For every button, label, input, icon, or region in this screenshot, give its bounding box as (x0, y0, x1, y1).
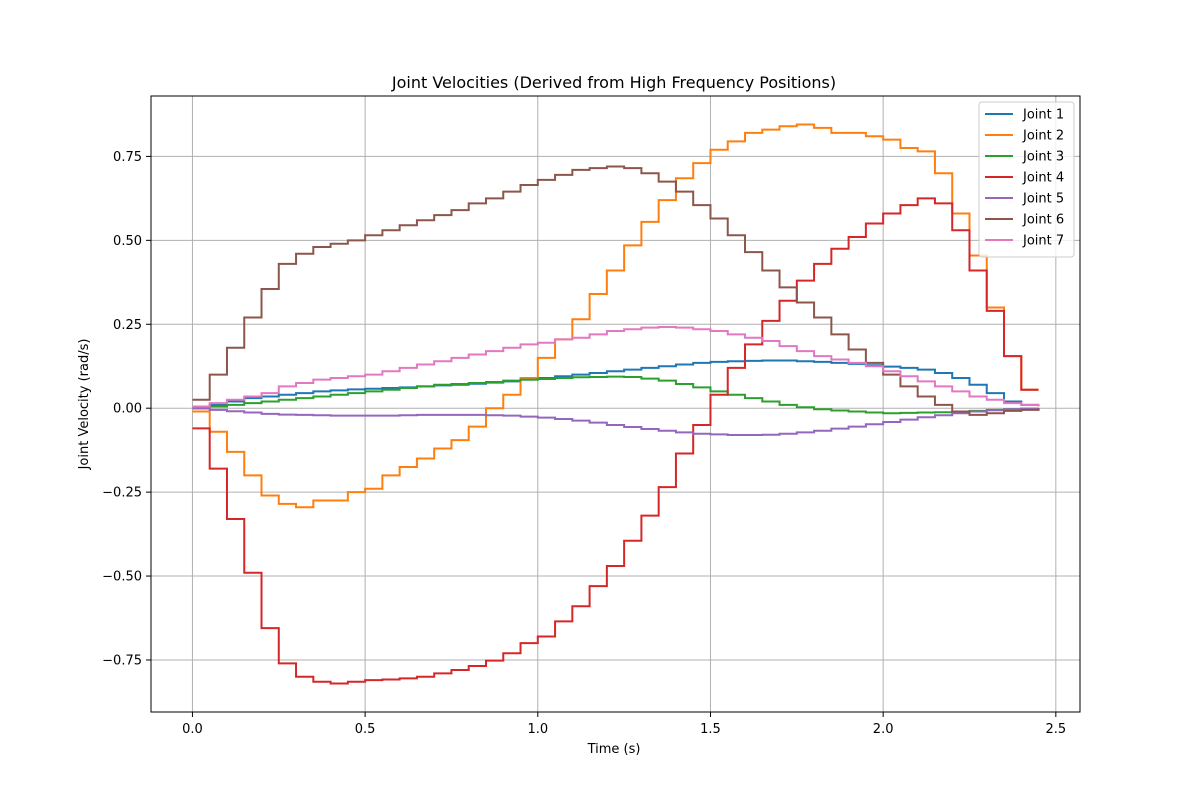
legend: Joint 1 Joint 2 Joint 3 Joint 4 Joint 5 Joint… (978, 101, 1075, 258)
x-tick-label: 1.5 (700, 722, 721, 737)
series-line-joint-2 (192, 123, 1039, 509)
plot-frame (150, 95, 1081, 713)
y-tick-label: 0.00 (113, 402, 142, 417)
legend-label-joint-7: Joint 7 (1022, 234, 1064, 249)
series-line-joint-7 (192, 325, 1040, 408)
legend-label-joint-4: Joint 4 (1022, 171, 1064, 186)
legend-label-joint-5: Joint 5 (1022, 192, 1064, 207)
x-tick-label: 0.5 (355, 722, 376, 737)
y-tick-label: −0.75 (102, 653, 142, 668)
y-tick-label: 0.25 (113, 318, 142, 333)
series-line-joint-3 (192, 375, 1040, 415)
series-layer (192, 123, 1040, 685)
ticks-layer: 0.0 0.5 1.0 1.5 2.0 2.5 −0.75 −0.50 −0.25 0.00 0.2… (102, 150, 1066, 737)
y-tick-label: 0.75 (113, 150, 142, 165)
x-tick-label: 1.0 (527, 722, 548, 737)
legend-label-joint-6: Joint 6 (1022, 213, 1064, 228)
legend-label-joint-3: Joint 3 (1022, 150, 1064, 165)
y-axis-label: Joint Velocity (rad/s) (77, 339, 92, 471)
grid-layer (151, 96, 1080, 712)
y-tick-label: −0.25 (102, 486, 142, 501)
legend-label-joint-1: Joint 1 (1022, 108, 1064, 123)
series-line-joint-1 (192, 359, 1039, 410)
x-tick-label: 2.5 (1045, 722, 1066, 737)
x-tick-label: 2.0 (873, 722, 894, 737)
legend-label-joint-2: Joint 2 (1022, 129, 1064, 144)
series-line-joint-6 (192, 165, 1040, 416)
y-tick-label: −0.50 (102, 570, 142, 585)
series-line-joint-4 (192, 197, 1039, 685)
y-tick-label: 0.50 (113, 234, 142, 249)
series-line-joint-5 (192, 407, 1040, 437)
x-tick-label: 0.0 (182, 722, 203, 737)
chart-title: Joint Velocities (Derived from High Freq… (391, 73, 836, 92)
x-axis-label: Time (s) (587, 742, 641, 757)
